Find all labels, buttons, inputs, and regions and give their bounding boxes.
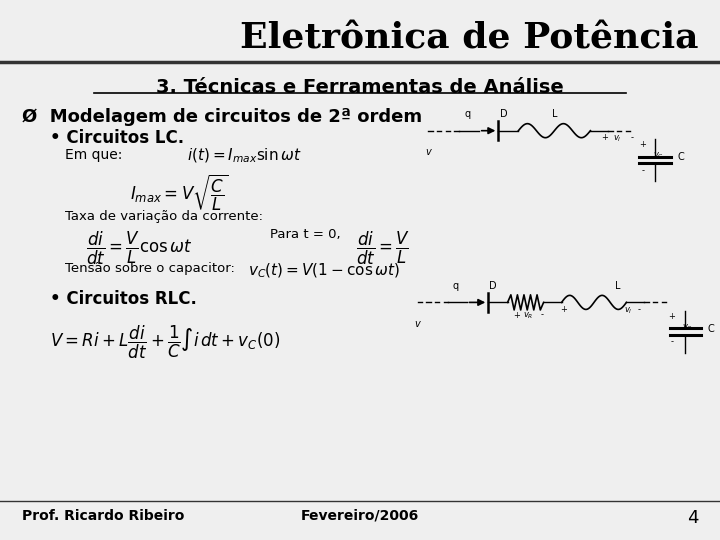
Text: $v_l$: $v_l$ [613,133,622,144]
Text: +: + [668,312,675,321]
Text: $v_C$: $v_C$ [682,322,693,333]
Text: Tensão sobre o capacitor:: Tensão sobre o capacitor: [65,262,235,275]
Text: Prof. Ricardo Ribeiro: Prof. Ricardo Ribeiro [22,509,184,523]
Text: $I_{max} = V\sqrt{\dfrac{C}{L}}$: $I_{max} = V\sqrt{\dfrac{C}{L}}$ [130,173,228,213]
Text: Eletrônica de Potência: Eletrônica de Potência [240,22,698,56]
Text: 3. Técnicas e Ferramentas de Análise: 3. Técnicas e Ferramentas de Análise [156,78,564,97]
Text: $v_R$: $v_R$ [523,310,534,321]
Text: C: C [677,152,684,163]
Text: Em que:: Em que: [65,148,122,163]
Text: $\dfrac{di}{dt} = \dfrac{V}{L} \cos \omega t$: $\dfrac{di}{dt} = \dfrac{V}{L} \cos \ome… [86,230,193,267]
Text: +: + [639,140,647,149]
Text: Ø  Modelagem de circuitos de 2ª ordem: Ø Modelagem de circuitos de 2ª ordem [22,108,422,126]
Text: Taxa de variação da corrente:: Taxa de variação da corrente: [65,210,263,222]
Text: v: v [415,319,420,329]
Text: L: L [615,281,621,291]
Text: $v_l$: $v_l$ [624,305,632,315]
Text: $v_C$: $v_C$ [653,151,664,161]
Text: -: - [541,310,544,320]
Text: $V = Ri + L\dfrac{di}{dt} + \dfrac{1}{C}\int i\,dt + v_C(0)$: $V = Ri + L\dfrac{di}{dt} + \dfrac{1}{C}… [50,324,281,361]
Text: q: q [465,109,471,119]
Text: $i(t) = I_{max} \sin \omega t$: $i(t) = I_{max} \sin \omega t$ [187,147,302,165]
Text: D: D [490,281,497,291]
Text: C: C [708,324,715,334]
Text: v: v [426,147,431,157]
Text: -: - [638,305,641,314]
Text: Fevereiro/2006: Fevereiro/2006 [301,509,419,523]
Text: +: + [601,133,608,143]
Text: • Circuitos LC.: • Circuitos LC. [50,129,184,146]
Text: Para t = 0,: Para t = 0, [270,228,341,241]
Text: +: + [560,305,567,314]
Text: -: - [670,338,673,347]
Text: 4: 4 [687,509,698,526]
Text: • Circuitos RLC.: • Circuitos RLC. [50,290,197,308]
Text: -: - [631,133,634,143]
Text: D: D [500,109,508,119]
Text: +: + [513,310,521,320]
Text: q: q [453,281,459,291]
Text: L: L [552,109,557,119]
Text: -: - [642,166,644,175]
Text: $v_C(t) = V(1 - \cos \omega t)$: $v_C(t) = V(1 - \cos \omega t)$ [248,262,400,280]
Text: $\dfrac{di}{dt} = \dfrac{V}{L}$: $\dfrac{di}{dt} = \dfrac{V}{L}$ [356,230,410,267]
